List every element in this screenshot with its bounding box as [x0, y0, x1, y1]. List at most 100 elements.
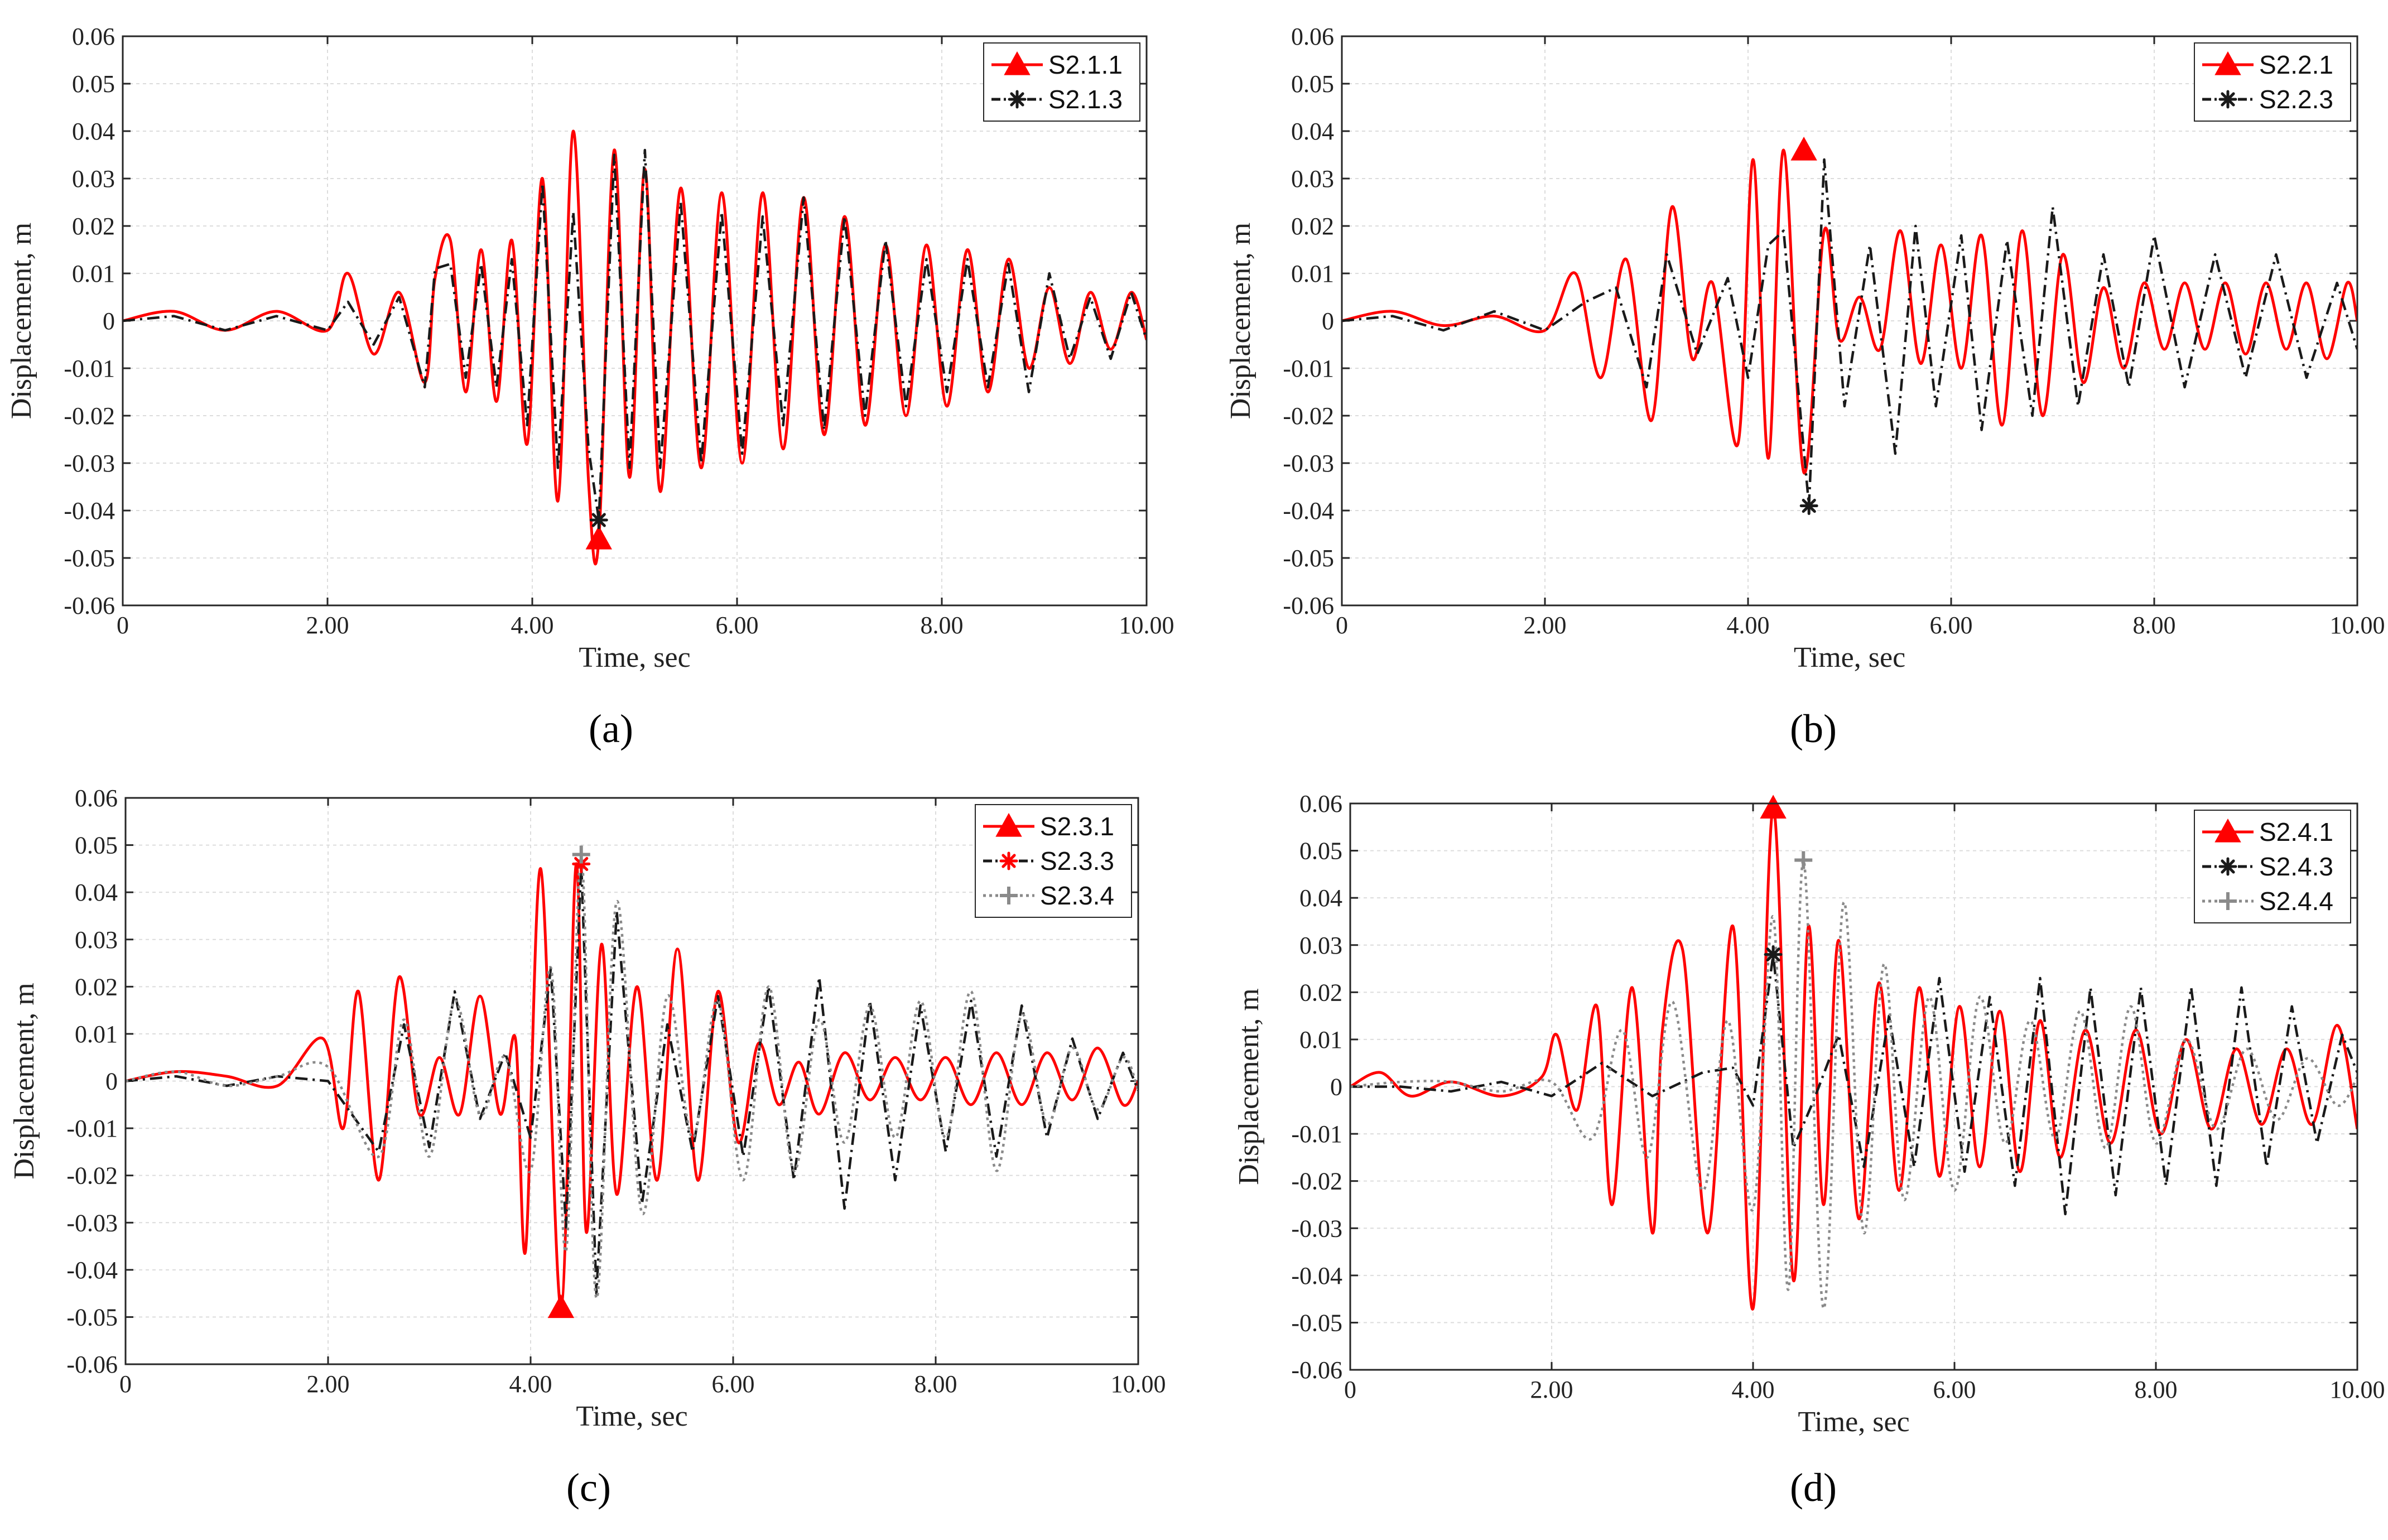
legend: S2.4.1 S2.4.3 S2.4.4 [2194, 810, 2351, 923]
y-tick-label: -0.04 [64, 497, 115, 524]
series-group [1350, 806, 2357, 1311]
x-axis-title: Time, sec [1794, 642, 1905, 673]
legend: S2.2.1 S2.2.3 [2194, 42, 2351, 122]
y-tick-label: 0.05 [1299, 838, 1342, 865]
x-tick-label: 10.00 [1111, 1370, 1166, 1398]
legend-marker [2218, 90, 2237, 109]
y-tick-label: -0.04 [66, 1257, 118, 1284]
y-tick-label: -0.06 [1283, 592, 1334, 619]
series-line-S2.1.3 [123, 148, 1147, 522]
marker-S2.3.1 [547, 1294, 575, 1318]
panel-label: (d) [1790, 1465, 1837, 1510]
legend-label: S2.4.4 [2259, 887, 2333, 916]
x-tick-label: 6.00 [712, 1370, 755, 1398]
legend-item-S2.1.3: S2.1.3 [991, 85, 1123, 114]
marker-S2.2.3 [1799, 497, 1818, 515]
legend-marker [2218, 857, 2237, 876]
plot-frame [1349, 802, 2358, 1371]
series-group [1342, 148, 2357, 507]
x-tick-label: 10.00 [2330, 612, 2385, 639]
series-line-S2.4.3 [1350, 953, 2357, 1216]
marker-S2.1.3 [589, 511, 608, 530]
series-group [126, 853, 1138, 1310]
panel-a: 0 2.00 4.00 6.00 8.00 10.00 -0.06 -0.05 -0.04 -0.… [6, 23, 1174, 751]
x-tick-label: 8.00 [914, 1370, 957, 1398]
x-tick-label: 4.00 [509, 1370, 552, 1398]
legend-label: S2.4.3 [2259, 852, 2333, 881]
y-tick-label: -0.06 [64, 592, 115, 619]
y-tick-label: 0.03 [1291, 165, 1334, 192]
marker-S2.2.1 [1790, 136, 1817, 161]
y-tick-label: 0.05 [1291, 70, 1334, 98]
y-tick-label: 0 [105, 1068, 118, 1095]
y-axis-title: Displacement, m [1233, 988, 1265, 1185]
y-tick-label: -0.03 [1283, 450, 1334, 477]
marker-S2.3.4 [572, 845, 590, 864]
series-line-S2.3.4 [126, 853, 1138, 1300]
y-tick-label: 0.02 [75, 973, 118, 1000]
x-tick-label: 8.00 [2133, 612, 2176, 639]
legend-label: S2.3.4 [1040, 881, 1114, 910]
y-tick-label: -0.05 [64, 545, 115, 572]
y-tick-label: 0.04 [72, 118, 115, 145]
plot-frame [1341, 35, 2358, 607]
y-tick-label: -0.02 [66, 1162, 118, 1190]
x-axis-title: Time, sec [576, 1401, 687, 1432]
y-tick-label: -0.01 [66, 1115, 118, 1142]
legend-label: S2.3.3 [1040, 846, 1114, 875]
y-tick-label: 0.06 [72, 23, 115, 50]
y-tick-label: -0.03 [64, 450, 115, 477]
legend-box [983, 42, 1140, 122]
x-tick-label: 8.00 [2135, 1376, 2178, 1403]
y-tick-label: -0.05 [66, 1303, 118, 1331]
y-tick-label: -0.01 [1283, 355, 1334, 382]
y-tick-label: 0.02 [1299, 979, 1342, 1006]
legend-marker-stroke [1002, 854, 1016, 868]
legend-marker-stroke [2221, 859, 2235, 874]
grid [1342, 36, 2357, 605]
x-tick-label: 10.00 [1119, 612, 1174, 639]
y-tick-label: 0 [1330, 1074, 1342, 1101]
plot-frame [124, 797, 1139, 1365]
y-tick-label: 0.06 [75, 785, 118, 812]
marker-S2.1.3-stroke [591, 513, 606, 527]
y-tick-label: -0.05 [1283, 545, 1334, 572]
y-tick-label: -0.06 [66, 1351, 118, 1378]
x-tick-label: 10.00 [2330, 1376, 2385, 1403]
y-tick-label: 0.01 [1299, 1026, 1342, 1053]
legend-label: S2.1.3 [1048, 85, 1123, 114]
y-tick-label: -0.04 [1283, 497, 1334, 524]
y-tick-label: 0.06 [1299, 790, 1342, 817]
y-tick-label: 0.04 [1299, 884, 1342, 912]
series-group [123, 129, 1147, 566]
y-tick-label: 0.04 [75, 879, 118, 906]
x-tick-label: 6.00 [1930, 612, 1973, 639]
legend-label: S2.3.1 [1040, 812, 1114, 841]
legend-marker-stroke [1010, 92, 1024, 107]
marker-S2.1.1 [585, 525, 612, 550]
legend-item-S2.1.1: S2.1.1 [991, 50, 1123, 79]
series-line-S2.4.1 [1350, 806, 2357, 1311]
y-tick-label: -0.05 [1291, 1309, 1342, 1336]
marker-S2.4.3 [1764, 945, 1783, 964]
panel-d: 0 2.00 4.00 6.00 8.00 10.00 -0.06 -0.05 -0.04 -0.… [1233, 790, 2385, 1510]
x-tick-label: 6.00 [716, 612, 759, 639]
x-tick-label: 4.00 [511, 612, 554, 639]
legend: S2.3.1 S2.3.3 S2.3.4 [975, 804, 1132, 918]
series-line-S2.3.1 [126, 862, 1138, 1310]
y-tick-label: -0.02 [1291, 1168, 1342, 1195]
legend-marker-stroke [2221, 92, 2235, 107]
legend-item-S2.4.1: S2.4.1 [2202, 817, 2333, 846]
y-tick-label: 0.03 [72, 165, 115, 192]
series-line-S2.3.3 [126, 863, 1138, 1295]
x-tick-label: 4.00 [1727, 612, 1770, 639]
y-tick-label: 0.04 [1291, 118, 1334, 145]
y-tick-label: -0.02 [64, 402, 115, 430]
marker-S2.4.1 [1760, 795, 1787, 819]
series-line-S2.1.1 [123, 129, 1147, 566]
x-tick-label: 2.00 [1524, 612, 1567, 639]
legend-label: S2.4.1 [2259, 817, 2333, 846]
y-axis-title: Displacement, m [6, 223, 37, 419]
marker-S2.4.4 [1794, 851, 1813, 869]
